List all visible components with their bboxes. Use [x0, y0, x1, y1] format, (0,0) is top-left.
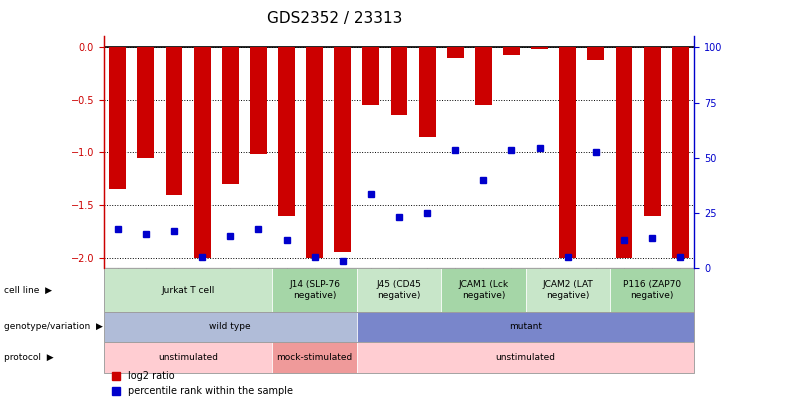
Bar: [278, 47, 295, 215]
Bar: [419, 47, 436, 136]
Bar: [272, 342, 357, 373]
Legend: log2 ratio, percentile rank within the sample: log2 ratio, percentile rank within the s…: [109, 367, 297, 400]
Bar: [531, 47, 548, 49]
Bar: [222, 47, 239, 184]
Bar: [166, 47, 183, 194]
Bar: [362, 47, 379, 105]
Bar: [610, 268, 694, 312]
Bar: [357, 312, 694, 342]
Bar: [272, 268, 357, 312]
Bar: [334, 47, 351, 252]
Text: mock-stimulated: mock-stimulated: [277, 353, 353, 362]
Bar: [357, 268, 441, 312]
Bar: [306, 47, 323, 258]
Bar: [137, 47, 154, 158]
Bar: [390, 47, 408, 115]
Bar: [447, 47, 464, 58]
Bar: [357, 342, 694, 373]
Bar: [615, 47, 632, 258]
Text: unstimulated: unstimulated: [496, 353, 555, 362]
Text: genotype/variation  ▶: genotype/variation ▶: [4, 322, 103, 331]
Bar: [475, 47, 492, 105]
Bar: [559, 47, 576, 258]
Text: protocol  ▶: protocol ▶: [4, 353, 53, 362]
Bar: [104, 268, 272, 312]
Bar: [503, 47, 520, 55]
Bar: [672, 47, 689, 258]
Text: Jurkat T cell: Jurkat T cell: [161, 286, 215, 294]
Text: cell line  ▶: cell line ▶: [4, 286, 52, 294]
Bar: [644, 47, 661, 215]
Text: JCAM2 (LAT
negative): JCAM2 (LAT negative): [543, 280, 593, 300]
Bar: [250, 47, 267, 154]
Text: J45 (CD45
negative): J45 (CD45 negative): [377, 280, 421, 300]
Bar: [104, 312, 357, 342]
Bar: [526, 268, 610, 312]
Text: unstimulated: unstimulated: [158, 353, 218, 362]
Bar: [194, 47, 211, 258]
Text: wild type: wild type: [209, 322, 251, 331]
Text: P116 (ZAP70
negative): P116 (ZAP70 negative): [623, 280, 681, 300]
Text: mutant: mutant: [509, 322, 542, 331]
Text: GDS2352 / 23313: GDS2352 / 23313: [267, 11, 403, 26]
Bar: [104, 342, 272, 373]
Text: JCAM1 (Lck
negative): JCAM1 (Lck negative): [458, 280, 508, 300]
Text: J14 (SLP-76
negative): J14 (SLP-76 negative): [289, 280, 340, 300]
Bar: [587, 47, 604, 60]
Bar: [109, 47, 126, 189]
Bar: [441, 268, 526, 312]
